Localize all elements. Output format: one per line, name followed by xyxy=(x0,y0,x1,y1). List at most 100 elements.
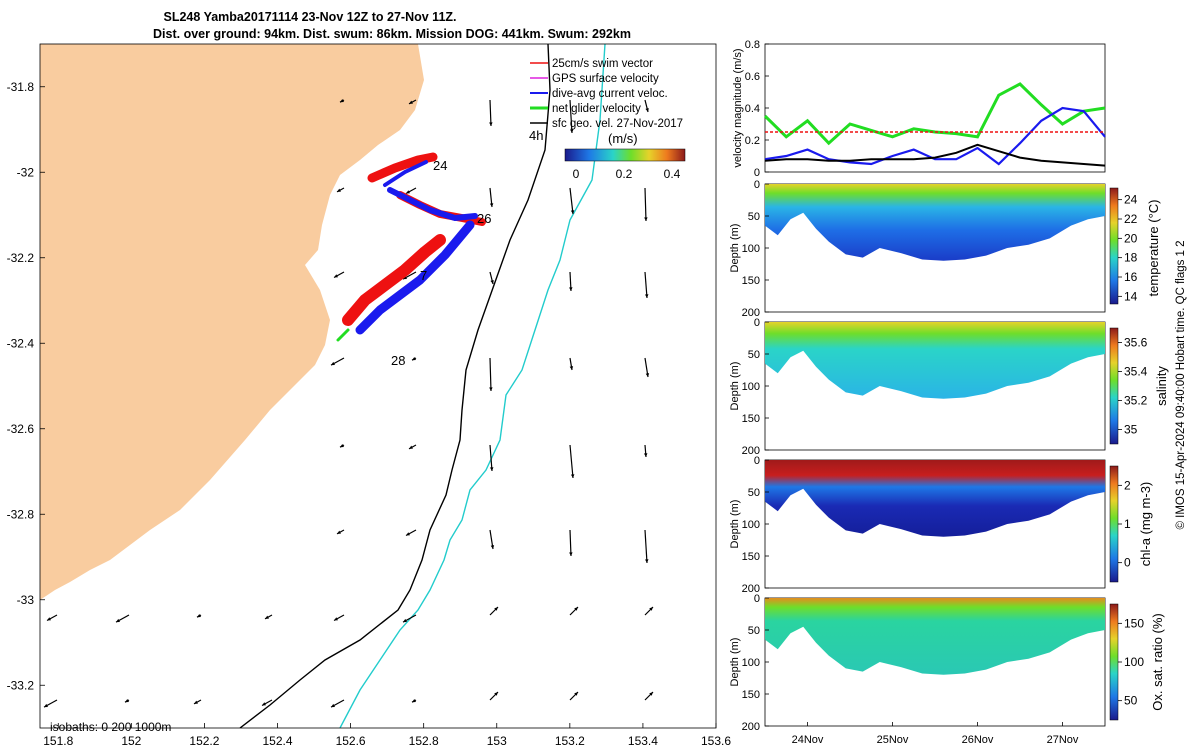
map-colorbar-label: (m/s) xyxy=(608,131,638,146)
oxygen-section xyxy=(765,598,1105,675)
velocity-vector xyxy=(339,443,345,448)
velocity-ylabel: velocity magnitude (m/s) xyxy=(732,48,744,167)
section-panels: Depth (m) temperature (°C) Depth (m) sal… xyxy=(729,179,1169,746)
map-ytick-label: -31.8 xyxy=(7,80,35,94)
isobath-note: isobaths: 0 200 1000m xyxy=(50,720,171,734)
swim-vectors-leg3 xyxy=(342,234,446,326)
velocity-vector xyxy=(644,529,649,564)
velocity-vector xyxy=(569,529,573,557)
velocity-vector xyxy=(569,691,579,701)
oxygen-colorbar-label: Ox. sat. ratio (%) xyxy=(1150,613,1165,711)
velocity-vector xyxy=(405,187,417,195)
glider-track xyxy=(336,152,486,342)
velocity-ytick-label: 0.6 xyxy=(745,71,760,83)
temperature-panel: Depth (m) temperature (°C) xyxy=(729,183,1161,313)
map-panel: 151.8 152 152.2 152.4 152.6 152.8 153 153.2 153.… xyxy=(7,43,731,748)
dive-avg-leg1 xyxy=(383,160,428,187)
day-label: 24 xyxy=(433,158,447,173)
velocity-vector xyxy=(330,357,345,366)
chla-ylabel: Depth (m) xyxy=(729,500,741,549)
depth-tick-label: 150 xyxy=(742,689,760,701)
legend-swim: 25cm/s swim vector xyxy=(530,58,653,70)
colorbar-tick-label: 16 xyxy=(1124,270,1138,284)
time-tick-label: 24Nov xyxy=(792,734,824,746)
temperature-section xyxy=(765,184,1105,261)
oxygen-colorbar xyxy=(1109,603,1119,721)
net-velocity-track xyxy=(336,328,350,342)
legend-net: net glider velocity xyxy=(530,103,641,115)
depth-tick-label: 50 xyxy=(748,625,760,637)
map-xtick-label: 153 xyxy=(487,734,507,748)
land-mass xyxy=(40,44,424,600)
velocity-vector xyxy=(489,187,494,208)
depth-tick-label: 0 xyxy=(754,455,760,467)
velocity-vector xyxy=(489,529,495,550)
colorbar-tick-label: 1 xyxy=(1124,517,1131,531)
velocity-vector xyxy=(644,271,649,299)
velocity-vector xyxy=(124,698,130,703)
salinity-section xyxy=(765,322,1105,399)
velocity-vector xyxy=(402,271,417,280)
day-labels: 24 26 7 28 4h xyxy=(391,128,543,368)
colorbar-tick-label: 35 xyxy=(1124,423,1138,437)
velocity-frame xyxy=(764,43,1106,173)
depth-tick-label: 100 xyxy=(742,381,760,393)
day-label: 4h xyxy=(529,128,543,143)
map-frame xyxy=(39,43,717,729)
chla-section xyxy=(765,460,1105,537)
velocity-vector xyxy=(196,613,202,618)
map-xtick-label: 153.4 xyxy=(628,734,658,748)
map-xtick-label: 152.8 xyxy=(409,734,439,748)
depth-tick-label: 150 xyxy=(742,551,760,563)
depth-tick-label: 50 xyxy=(748,487,760,499)
temperature-colorbar xyxy=(1109,187,1119,305)
day-label: 7 xyxy=(420,268,427,283)
colorbar-tick-label: 22 xyxy=(1124,212,1138,226)
map-ytick-label: -32.4 xyxy=(7,336,35,350)
velocity-vector xyxy=(644,606,654,616)
depth-tick-label: 200 xyxy=(742,721,760,733)
salinity-colorbar xyxy=(1109,327,1119,445)
velocity-vector xyxy=(644,691,654,701)
depth-tick-label: 200 xyxy=(742,445,760,457)
copyright-note: © IMOS 15-Apr-2024 09:40:00 Hobart time.… xyxy=(1175,240,1187,529)
legend-net-label: net glider velocity xyxy=(552,103,641,115)
velocity-vector xyxy=(489,606,499,616)
chla-panel: Depth (m) chl-a (mg m-3) xyxy=(729,459,1153,589)
map-ytick-label: -32.2 xyxy=(7,251,35,265)
section-axes: 0501001502001416182022240501001502003535… xyxy=(742,179,1148,746)
legend-dive-avg-label: dive-avg current veloc. xyxy=(552,88,668,100)
velocity-vector-field xyxy=(43,98,654,708)
temperature-ylabel: Depth (m) xyxy=(729,224,741,273)
legend-sfc-geo: sfc geo. vel. 27-Nov-2017 xyxy=(530,118,683,130)
map-ytick-label: -32 xyxy=(17,165,35,179)
dive-avg-leg3 xyxy=(355,220,475,335)
depth-tick-label: 0 xyxy=(754,593,760,605)
colorbar-tick-label: 14 xyxy=(1124,289,1138,303)
velocity-vector xyxy=(489,357,493,392)
depth-tick-label: 200 xyxy=(742,307,760,319)
isobath-1000m xyxy=(339,44,606,728)
depth-tick-label: 150 xyxy=(742,413,760,425)
velocity-ytick-label: 0.4 xyxy=(745,103,760,115)
velocity-vector xyxy=(411,356,417,361)
colorbar-tick-label: 35.4 xyxy=(1124,365,1148,379)
legend-swim-label: 25cm/s swim vector xyxy=(552,58,653,70)
map-ytick-label: -33 xyxy=(17,593,35,607)
colorbar-tick-label: 20 xyxy=(1124,231,1138,245)
map-xtick-label: 153.2 xyxy=(555,734,585,748)
time-tick-label: 25Nov xyxy=(877,734,909,746)
chla-colorbar xyxy=(1109,465,1119,583)
depth-tick-label: 100 xyxy=(742,519,760,531)
colorbar-tick-label: 2 xyxy=(1124,478,1131,492)
velocity-vector xyxy=(408,444,417,450)
velocity-vector xyxy=(489,271,494,285)
map-ytick-label: -32.8 xyxy=(7,507,35,521)
colorbar-tick-label: 24 xyxy=(1124,193,1138,207)
map-xtick-label: 151.8 xyxy=(43,734,73,748)
velocity-vector xyxy=(405,529,417,537)
map-xtick-label: 152.2 xyxy=(189,734,219,748)
oxygen-ylabel: Depth (m) xyxy=(729,638,741,687)
colorbar-tick-label: 100 xyxy=(1124,655,1144,669)
isobath-200m xyxy=(239,44,551,728)
